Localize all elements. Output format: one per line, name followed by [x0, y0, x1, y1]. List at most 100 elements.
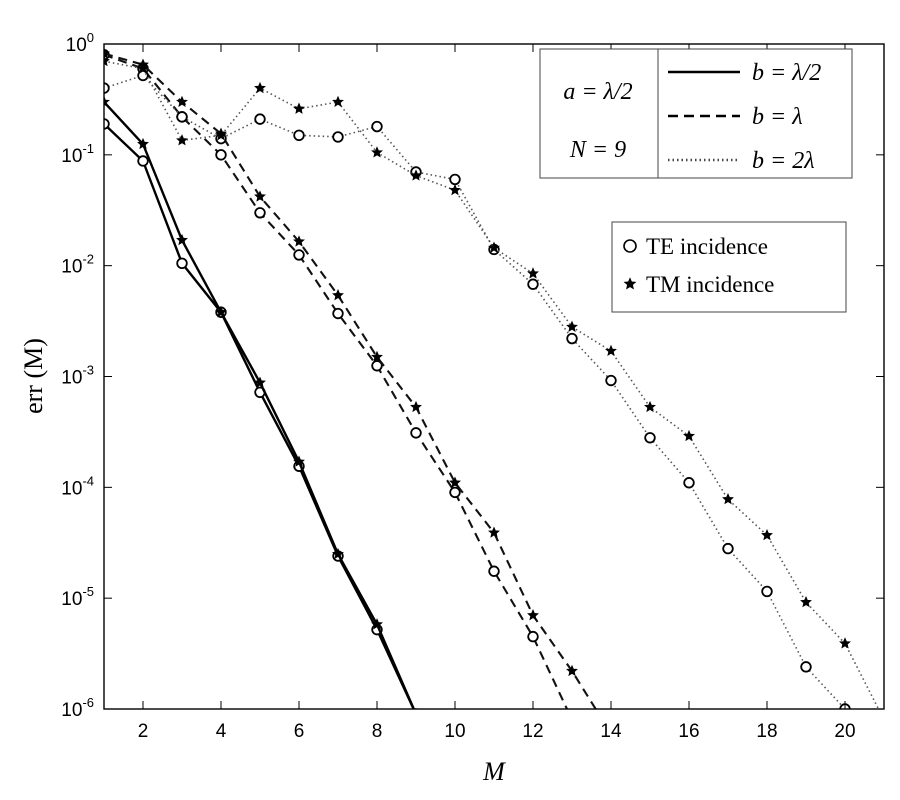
axes-layer: 2 4 6 8 10 12 14 16 18 20 100 10-1 10-2 10-3 10-4 10-5 1… [61, 30, 884, 742]
data-point-5-7 [371, 146, 383, 158]
legend-label-1: b = λ [752, 104, 803, 130]
y-tick-label-2: 10-2 [61, 252, 94, 278]
data-point-2-5 [293, 249, 305, 261]
data-point-1-6 [332, 547, 344, 560]
data-point-4-18 [800, 661, 812, 673]
legend-marker-1 [623, 277, 637, 290]
data-point-4-20 [879, 738, 889, 748]
data-point-4-5 [293, 129, 305, 142]
data-point-3-4 [254, 190, 266, 202]
data-point-0-8 [413, 708, 419, 709]
data-point-1-3 [215, 305, 227, 318]
data-point-5-15 [683, 429, 695, 442]
param-a: a = λ/2 [563, 79, 632, 105]
data-point-4-12 [566, 332, 578, 345]
x-tick-label-4: 10 [444, 721, 465, 742]
series-5 [104, 54, 889, 724]
data-point-5-4 [254, 81, 266, 94]
data-point-2-9 [449, 486, 461, 499]
x-tick-label-2: 6 [294, 721, 305, 742]
data-point-5-9 [449, 183, 461, 196]
y-tick-label-4: 10-4 [61, 473, 94, 499]
x-tick-label-1: 4 [216, 721, 227, 742]
param-n: N = 9 [569, 137, 626, 163]
data-point-3-7 [371, 350, 383, 363]
x-axis-label: M [482, 757, 506, 786]
data-point-5-8 [410, 169, 422, 181]
params-legend-box: a = λ/2 N = 9 b = λ/2 b = λ b = 2λ [539, 48, 853, 179]
legend-marker-0 [623, 239, 637, 253]
series-layer [104, 47, 889, 748]
data-point-1-5 [293, 455, 305, 467]
x-tick-label-7: 16 [678, 721, 699, 742]
marker-legend-frame [611, 221, 847, 313]
series-line-2 [104, 53, 569, 709]
legend-frame [539, 48, 853, 179]
data-point-3-10 [488, 526, 500, 538]
data-point-5-19 [839, 637, 851, 649]
data-point-4-6 [332, 131, 344, 143]
data-point-5-0 [104, 54, 110, 67]
legend-label-2: b = 2λ [752, 148, 815, 174]
data-point-5-14 [644, 400, 656, 413]
data-point-4-13 [605, 374, 617, 387]
x-tick-label-9: 20 [834, 721, 855, 742]
data-point-2-10 [488, 565, 500, 577]
data-point-2-8 [410, 427, 422, 439]
data-point-3-12 [566, 664, 578, 677]
data-point-5-11 [527, 267, 539, 279]
data-point-5-16 [722, 493, 734, 505]
data-point-4-17 [761, 585, 773, 598]
series-0 [104, 118, 419, 709]
series-2 [104, 49, 577, 725]
data-point-5-13 [605, 344, 617, 357]
data-point-1-4 [254, 376, 266, 388]
x-tick-label-3: 8 [372, 721, 383, 742]
data-point-4-1 [137, 69, 149, 82]
legend-marker-label-0: TE incidence [646, 234, 768, 259]
x-tick-label-0: 2 [138, 721, 149, 742]
data-point-5-3 [215, 129, 227, 141]
data-point-3-0 [104, 47, 110, 59]
data-point-5-1 [137, 62, 149, 74]
data-point-5-20 [879, 714, 889, 724]
data-point-1-2 [176, 233, 188, 246]
data-point-5-12 [566, 320, 578, 333]
legend-markers: TE incidence TM incidence [623, 234, 774, 297]
data-point-1-7 [371, 618, 383, 630]
x-tick-label-8: 18 [756, 721, 777, 742]
data-point-3-5 [293, 235, 305, 247]
marker-legend-box: TE incidence TM incidence [611, 221, 847, 313]
data-point-3-11 [527, 609, 539, 621]
legend-lines: b = λ/2 b = λ b = 2λ [668, 60, 821, 174]
y-tick-label-0: 100 [66, 30, 94, 56]
data-point-3-2 [176, 95, 188, 108]
y-tick-label-1: 10-1 [61, 141, 94, 167]
data-point-2-12 [567, 715, 577, 725]
data-point-4-16 [722, 542, 734, 555]
data-point-4-2 [176, 111, 188, 123]
y-tick-label-3: 10-3 [61, 363, 94, 389]
data-point-5-6 [332, 95, 344, 108]
data-point-3-6 [332, 289, 344, 301]
data-point-5-5 [293, 102, 305, 114]
x-tick-label-5: 12 [522, 721, 543, 742]
data-point-1-0 [104, 95, 110, 108]
data-point-5-18 [800, 595, 812, 608]
data-point-2-7 [371, 360, 383, 372]
data-point-2-6 [332, 307, 344, 320]
data-point-4-4 [254, 113, 266, 125]
series-4 [104, 69, 889, 748]
data-point-4-15 [683, 477, 695, 489]
data-point-5-10 [488, 241, 500, 253]
x-tick-label-6: 14 [600, 721, 622, 742]
data-point-2-4 [254, 207, 266, 219]
data-point-1-1 [137, 137, 149, 150]
data-point-5-17 [761, 528, 773, 541]
data-point-3-9 [449, 476, 461, 488]
data-point-0-2 [176, 257, 188, 270]
legend-label-0: b = λ/2 [752, 60, 821, 86]
y-tick-label-6: 10-6 [61, 695, 94, 721]
data-point-4-9 [449, 173, 461, 186]
